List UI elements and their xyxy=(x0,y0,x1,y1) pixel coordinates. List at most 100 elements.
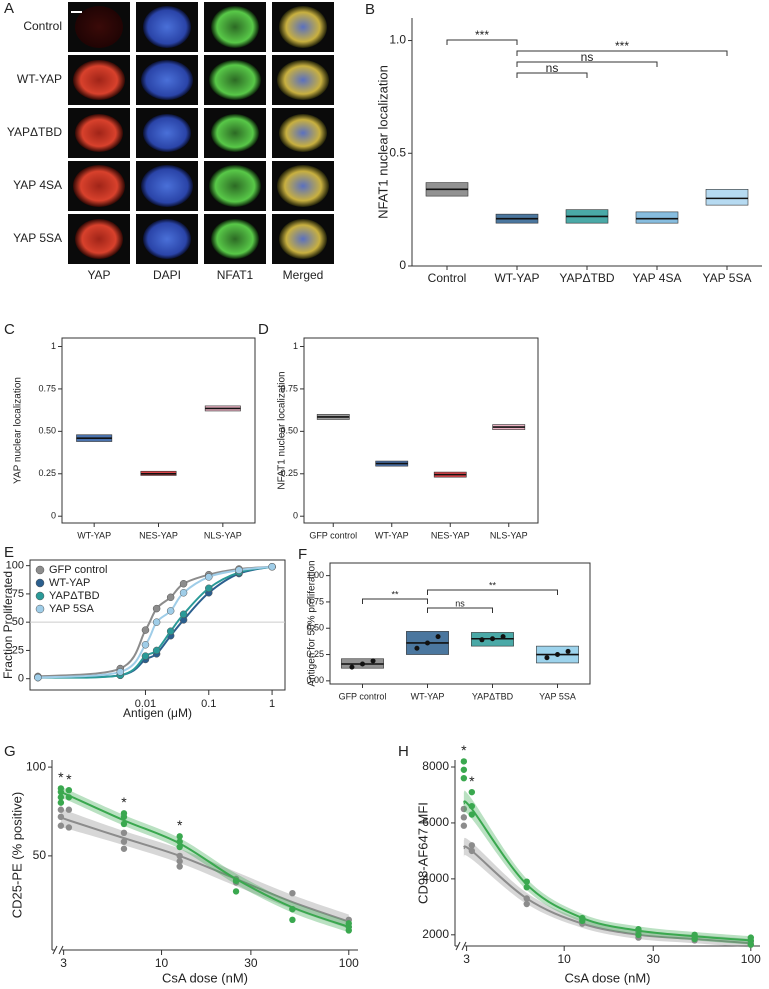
data-point xyxy=(468,788,476,796)
data-point xyxy=(565,648,571,654)
y-tick-label: 0.50 xyxy=(38,426,56,436)
significance-star: * xyxy=(66,771,72,787)
data-point xyxy=(460,758,468,765)
x-tick-label: 0.01 xyxy=(135,698,156,710)
significance-star: * xyxy=(58,769,64,785)
plot-frame xyxy=(303,337,539,524)
legend-swatch xyxy=(35,578,45,588)
plot-frame xyxy=(61,337,256,524)
y-axis-title: CD25-PE (% positive) xyxy=(9,792,24,918)
cell xyxy=(211,114,259,152)
data-point xyxy=(555,652,560,658)
panel-letter: B xyxy=(365,1,375,18)
x-tick-label: 100 xyxy=(339,956,359,970)
data-point xyxy=(116,668,125,676)
data-point xyxy=(360,661,365,667)
x-tick-label: 30 xyxy=(647,952,661,966)
x-tick-label: 100 xyxy=(741,952,761,966)
y-tick-label: 75 xyxy=(12,588,24,600)
x-tick-label: NLS-YAP xyxy=(490,530,528,540)
legend-label: YAPΔTBD xyxy=(49,590,100,602)
data-point xyxy=(152,646,161,655)
x-tick-label: YAP 5SA xyxy=(539,691,576,701)
y-tick-label: 0 xyxy=(51,511,56,521)
y-tick-label: 1 xyxy=(293,341,298,351)
data-point xyxy=(468,847,476,855)
panel-letter: E xyxy=(4,544,14,561)
y-axis-title: YAP nuclear localization xyxy=(13,377,24,484)
y-tick-label: 1.00 xyxy=(306,570,324,580)
y-tick-label: 100 xyxy=(6,560,24,572)
y-tick-label: 0.50 xyxy=(280,426,298,436)
cell xyxy=(279,114,327,152)
data-point xyxy=(65,824,73,831)
data-point xyxy=(544,655,550,661)
data-point xyxy=(370,658,376,664)
data-point xyxy=(479,637,485,643)
data-point xyxy=(523,884,530,891)
x-tick-label: 10 xyxy=(155,956,169,970)
data-point xyxy=(179,579,188,588)
data-point xyxy=(435,634,441,640)
data-point xyxy=(166,607,175,615)
data-point xyxy=(747,934,755,941)
data-point xyxy=(468,802,476,810)
data-point xyxy=(289,889,296,897)
y-axis-title: Fraction Proliferated xyxy=(1,571,15,679)
data-point xyxy=(65,786,73,794)
data-point xyxy=(460,814,468,821)
row-label: YAP 5SA xyxy=(13,231,62,245)
x-axis-title: CsA dose (nM) xyxy=(565,970,651,985)
x-tick-label: 30 xyxy=(244,956,258,970)
significance-label: *** xyxy=(475,28,489,42)
x-tick-label: WT-YAP xyxy=(494,271,539,285)
x-tick-label: NES-YAP xyxy=(139,530,178,540)
x-tick-label: 0.1 xyxy=(201,698,216,710)
y-axis-title: CD98-AF647 MFI xyxy=(415,802,430,904)
confidence-band xyxy=(463,790,751,945)
data-point xyxy=(232,877,240,884)
y-tick-label: 2000 xyxy=(422,927,449,941)
significance-bracket xyxy=(362,598,428,604)
confidence-band xyxy=(463,837,751,948)
data-point xyxy=(635,926,642,933)
significance-label: ** xyxy=(391,589,399,599)
cell xyxy=(75,6,123,48)
x-tick-label: YAPΔTBD xyxy=(559,271,614,285)
column-label: NFAT1 xyxy=(217,268,254,282)
y-tick-label: 50 xyxy=(33,848,47,862)
cell xyxy=(277,60,329,100)
x-tick-label: NES-YAP xyxy=(431,530,470,540)
y-tick-label: 0.75 xyxy=(306,596,324,606)
data-point xyxy=(579,914,586,922)
legend-label: WT-YAP xyxy=(49,577,90,589)
data-point xyxy=(289,905,296,913)
y-tick-label: 8000 xyxy=(422,759,449,773)
cell xyxy=(277,165,329,207)
y-axis-title: Antigen for 50% proliferation xyxy=(307,560,318,686)
significance-label: ns xyxy=(581,50,594,64)
panel-letter: A xyxy=(4,0,14,17)
x-tick-label: 1 xyxy=(269,698,275,710)
y-tick-label: 0.25 xyxy=(280,468,298,478)
cell xyxy=(143,6,191,48)
data-point xyxy=(691,931,698,939)
y-tick-label: 4000 xyxy=(422,871,449,885)
legend-swatch xyxy=(35,591,45,601)
y-axis-title: NFAT1 nuclear localization xyxy=(277,371,288,489)
data-point xyxy=(120,810,128,817)
data-point xyxy=(205,584,213,593)
data-point xyxy=(152,618,161,626)
y-tick-label: 100 xyxy=(26,759,46,773)
plot-frame xyxy=(29,559,286,691)
data-point xyxy=(468,811,476,818)
data-point xyxy=(460,822,468,829)
legend-label: YAP 5SA xyxy=(49,603,95,615)
box xyxy=(705,189,749,206)
x-tick-label: YAPΔTBD xyxy=(472,691,514,701)
data-point xyxy=(414,645,420,651)
legend-swatch xyxy=(35,604,45,614)
data-point xyxy=(57,799,65,806)
axis-break-gap xyxy=(55,948,62,952)
data-point xyxy=(460,774,468,782)
